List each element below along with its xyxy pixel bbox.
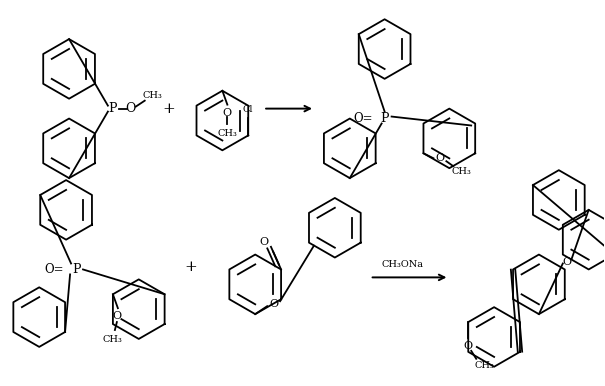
Text: CH₃: CH₃ (474, 361, 494, 370)
Text: CH₃: CH₃ (451, 167, 471, 176)
Text: O: O (113, 311, 122, 321)
Text: CH₃: CH₃ (143, 91, 163, 100)
Text: O=: O= (44, 263, 64, 276)
Text: CH₃ONa: CH₃ONa (382, 260, 423, 269)
Text: P: P (109, 102, 117, 115)
Text: CH₃: CH₃ (217, 129, 237, 138)
Text: O: O (463, 341, 473, 351)
Text: O: O (260, 237, 269, 247)
Text: O: O (223, 108, 232, 118)
Text: O=: O= (353, 112, 373, 125)
Text: P: P (72, 263, 80, 276)
Text: O: O (436, 153, 445, 163)
Text: O: O (270, 299, 279, 309)
Text: +: + (184, 261, 197, 274)
Text: P: P (381, 112, 389, 125)
Text: O: O (562, 257, 571, 266)
Text: Cl: Cl (243, 105, 253, 114)
Text: O: O (126, 102, 136, 115)
Text: CH₃: CH₃ (103, 335, 123, 344)
Text: +: + (162, 102, 175, 116)
